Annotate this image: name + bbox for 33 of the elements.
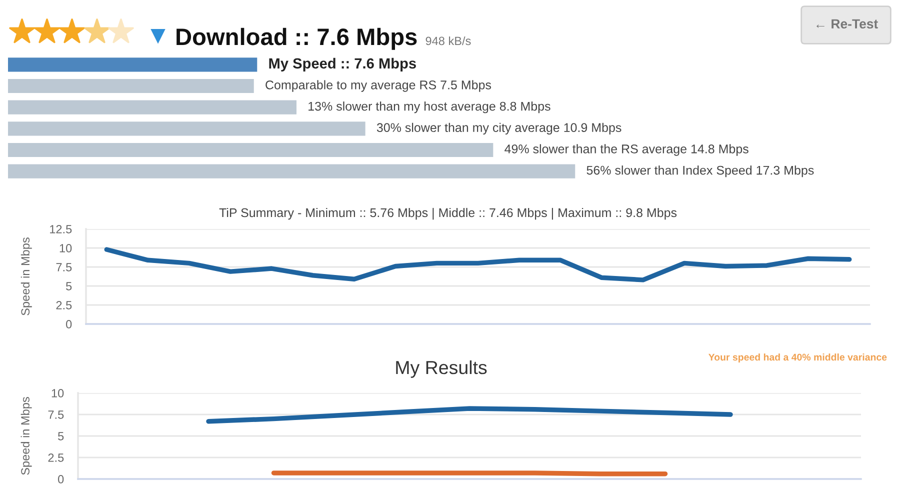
data-label: Comparable to my average RS 7.5 Mbps	[266, 80, 492, 92]
y-tick-label: 0	[66, 320, 72, 328]
text: ← Re-Test	[816, 19, 878, 29]
data-label: 30% slower than my city average 10.9 Mbps	[376, 122, 622, 134]
bar	[8, 122, 366, 136]
text: Your speed had a 40% middle variance	[708, 353, 887, 363]
y-tick-label: 2.5	[48, 454, 64, 462]
chart-title: TiP Summary - Minimum :: 5.76 Mbps | Middle :: 7.46 Mbps | Maximum :: 9.8 Mbps	[219, 208, 677, 220]
bar	[8, 100, 296, 114]
chart-subtitle: 948 kB/s	[426, 36, 471, 46]
bar	[8, 142, 494, 158]
y-axis-title: Speed in Mbps	[20, 397, 32, 475]
y-axis-title: Speed in Mbps	[20, 238, 32, 316]
chart-title: Download :: 7.6 Mbps	[176, 28, 417, 50]
chart-title: My Results	[396, 360, 487, 378]
y-tick-label: 10	[52, 389, 64, 398]
line-series	[104, 247, 852, 282]
data-label: 56% slower than Index Speed 17.3 Mbps	[586, 166, 814, 178]
line-series	[206, 406, 733, 424]
y-tick-label: 2.5	[56, 301, 72, 310]
y-tick-label: 5	[58, 432, 64, 440]
data-label: 13% slower than my host average 8.8 Mbps	[308, 102, 550, 114]
bar	[8, 58, 258, 72]
y-tick-label: 7.5	[56, 263, 72, 272]
data-label: My Speed :: 7.6 Mbps	[269, 58, 416, 72]
y-tick-label: 7.5	[48, 410, 64, 419]
y-tick-label: 5	[66, 282, 72, 290]
y-tick-label: 0	[58, 475, 64, 484]
y-tick-label: 10	[60, 244, 72, 252]
data-label: 49% slower than the RS average 14.8 Mbps	[504, 144, 748, 156]
y-tick-label: 12.5	[50, 225, 72, 234]
bar	[8, 78, 254, 94]
bar	[8, 164, 576, 178]
